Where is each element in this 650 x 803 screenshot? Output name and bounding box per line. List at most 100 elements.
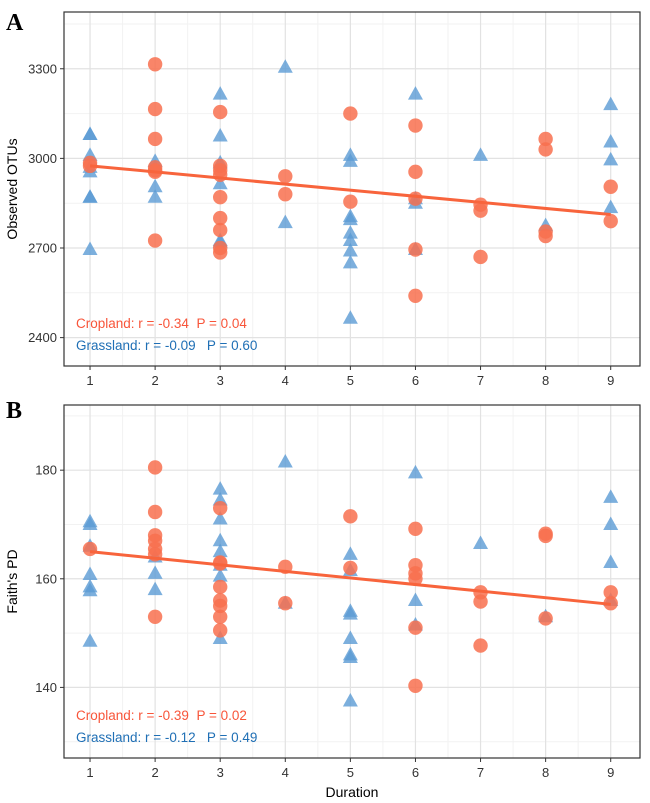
grassland-point: [212, 568, 228, 582]
grassland-point: [342, 546, 358, 560]
x-tick-label: 5: [347, 765, 354, 780]
grassland-point: [147, 581, 163, 596]
y-tick-label: 180: [35, 463, 57, 478]
grassland-point: [342, 225, 358, 239]
panel-label: B: [6, 398, 22, 424]
grassland-point: [212, 543, 228, 558]
grassland-point: [407, 592, 423, 607]
x-tick-label: 1: [86, 765, 93, 780]
grassland-point: [277, 454, 293, 468]
x-tick-label: 9: [607, 373, 614, 388]
plot-frame: [63, 404, 641, 759]
grassland-point: [342, 692, 358, 707]
y-axis-title: Faith's PD: [4, 549, 20, 613]
cropland-point: [278, 187, 293, 202]
grassland-point: [603, 489, 619, 503]
panel-label: A: [6, 10, 24, 36]
grassland-stats-label: Grassland: r = -0.12 P = 0.49: [76, 730, 257, 745]
x-tick-label: 3: [217, 373, 224, 388]
x-axis-title: Duration: [326, 784, 379, 800]
x-tick-label: 8: [542, 373, 549, 388]
grassland-point: [342, 254, 358, 269]
cropland-point: [408, 191, 423, 206]
cropland-point: [213, 579, 228, 595]
grassland-point: [82, 566, 98, 580]
grassland-point: [277, 59, 293, 73]
cropland-point: [408, 571, 423, 586]
grassland-point: [407, 86, 423, 100]
plot-frame: [63, 11, 641, 367]
cropland-point: [147, 504, 163, 520]
panel-b: B 140 160 180 1 2 3 4 5 6 7 8 9 Faith's PD Duration Cro…: [4, 398, 641, 800]
cropland-point: [278, 596, 293, 611]
cropland-point: [408, 521, 423, 537]
grassland-point: [147, 565, 163, 579]
cropland-point: [147, 101, 163, 117]
y-tick-label: 160: [35, 571, 57, 586]
cropland-point: [473, 249, 488, 265]
cropland-point: [343, 509, 358, 524]
grassland-point: [342, 649, 358, 664]
cropland-point: [473, 203, 488, 218]
y-tick-label: 140: [35, 680, 57, 695]
cropland-point: [408, 288, 423, 303]
cropland-point: [538, 528, 553, 544]
y-tick-label: 2400: [28, 330, 57, 345]
cropland-point: [278, 169, 293, 184]
cropland-point: [408, 242, 423, 257]
grassland-point: [212, 175, 228, 190]
grassland-point: [407, 464, 423, 479]
x-tick-label: 1: [86, 373, 93, 388]
cropland-point: [408, 118, 423, 133]
cropland-point: [213, 500, 228, 516]
cropland-point: [603, 585, 618, 600]
x-tick-label: 4: [282, 373, 289, 388]
cropland-trend-line: [89, 550, 611, 606]
grassland-point: [603, 199, 619, 214]
cropland-point: [213, 609, 228, 624]
x-tick-label: 8: [542, 765, 549, 780]
y-tick-label: 3000: [28, 151, 57, 166]
grassland-point: [603, 133, 619, 148]
cropland-point: [147, 233, 163, 248]
x-tick-label: 6: [412, 765, 419, 780]
grassland-point: [147, 189, 163, 203]
cropland-point: [147, 609, 163, 624]
cropland-point: [213, 104, 228, 120]
cropland-point: [408, 620, 423, 635]
x-tick-label: 3: [217, 765, 224, 780]
cropland-point: [473, 638, 488, 653]
cropland-point: [147, 131, 163, 147]
grassland-point: [212, 481, 228, 495]
cropland-point: [147, 460, 163, 475]
cropland-point: [213, 245, 228, 260]
cropland-point: [603, 213, 618, 229]
panel-a: A 2400 2700 3000 3300 1 2 3 4 5 6 7 8 9 Observed OTUs C…: [4, 10, 641, 388]
grassland-point: [82, 582, 98, 597]
grassland-point: [342, 630, 358, 645]
grassland-point: [82, 241, 98, 255]
grassland-point: [473, 535, 489, 549]
grassland-point: [212, 532, 228, 547]
cropland-point: [603, 179, 618, 194]
grassland-point: [212, 511, 228, 525]
cropland-point: [213, 623, 228, 638]
cropland-point: [213, 222, 228, 238]
grassland-point: [473, 147, 489, 161]
y-tick-label: 2700: [28, 241, 57, 256]
grassland-point: [82, 633, 98, 647]
grassland-point: [82, 126, 98, 140]
y-tick-label: 3300: [28, 61, 57, 76]
grassland-point: [342, 242, 358, 257]
grassland-point: [603, 554, 619, 568]
grassland-point: [212, 127, 228, 142]
grassland-point: [603, 151, 619, 166]
cropland-point: [147, 57, 163, 72]
cropland-point: [213, 210, 228, 226]
grassland-point: [603, 516, 619, 530]
x-tick-label: 5: [347, 373, 354, 388]
grassland-point: [277, 214, 293, 229]
cropland-point: [343, 194, 358, 209]
x-tick-label: 7: [477, 765, 484, 780]
